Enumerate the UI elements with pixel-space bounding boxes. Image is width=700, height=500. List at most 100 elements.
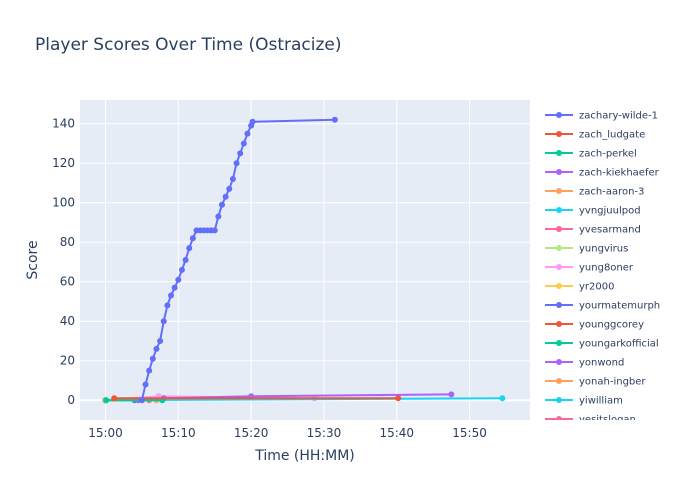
legend-marker: [556, 416, 562, 420]
legend-item[interactable]: yvngjuulpod: [545, 206, 641, 217]
legend-label: zach-aaron-3: [579, 187, 644, 198]
legend-label: youngarkofficial: [579, 339, 659, 350]
legend-label: zach_ludgate: [579, 130, 645, 141]
legend-item[interactable]: zach-kiekhaefer: [545, 168, 660, 179]
legend-marker: [556, 359, 562, 365]
data-point: [164, 302, 171, 309]
data-point: [178, 266, 185, 273]
legend-label: yungvirus: [579, 244, 628, 255]
legend-item[interactable]: yourmatemurph: [545, 301, 660, 312]
legend-marker: [556, 150, 562, 156]
data-point: [244, 130, 251, 137]
y-tick-label: 20: [60, 354, 75, 368]
x-tick-label: 15:20: [234, 426, 269, 440]
legend-label: yiwilliam: [579, 396, 623, 407]
data-point: [395, 395, 402, 402]
tick-layer: 15:00 15:10 15:20 15:30 15:40 15:50 0 20 40 60 80 1…: [52, 117, 487, 440]
legend-marker: [556, 131, 562, 137]
y-tick-label: 40: [60, 314, 75, 328]
series-zach_ludgate: [111, 395, 402, 402]
chart-title: Player Scores Over Time (Ostracize): [35, 35, 342, 55]
legend-label: zach-kiekhaefer: [579, 168, 660, 179]
y-tick-label: 60: [60, 275, 75, 289]
legend-marker: [556, 283, 562, 289]
legend-items: zachary-wilde-1 zach_ludgate zach-perkel za…: [545, 111, 660, 426]
series-zachary-wilde-1: [138, 116, 338, 404]
legend-label: yourmatemurph: [579, 301, 660, 312]
legend-marker: [556, 340, 562, 346]
legend-item[interactable]: zach-aaron-3: [545, 187, 644, 198]
legend-label: yesitslogan: [579, 415, 636, 426]
data-point: [175, 276, 182, 283]
legend-marker: [556, 302, 562, 308]
data-point: [249, 118, 256, 125]
data-point: [211, 227, 218, 234]
y-tick-label: 0: [67, 393, 75, 407]
data-point: [111, 395, 118, 402]
legend-label: yonwond: [579, 358, 624, 369]
legend-item[interactable]: younggcorey: [545, 320, 644, 331]
data-point: [149, 355, 156, 362]
plot-area: [80, 100, 530, 420]
legend-item[interactable]: zach_ludgate: [545, 130, 645, 141]
legend-marker: [556, 321, 562, 327]
legend-item[interactable]: yungvirus: [545, 244, 628, 255]
legend-label: yonah-ingber: [579, 377, 646, 388]
x-axis-title: Time (HH:MM): [254, 448, 355, 464]
legend-label: younggcorey: [579, 320, 644, 331]
data-point: [240, 140, 247, 147]
legend-marker: [556, 169, 562, 175]
legend-item[interactable]: zachary-wilde-1: [545, 111, 658, 122]
legend-list: zachary-wilde-1 zach_ludgate zach-perkel za…: [545, 111, 660, 426]
data-point: [229, 176, 236, 183]
legend-item[interactable]: yonah-ingber: [545, 377, 646, 388]
legend-item[interactable]: yvesarmand: [545, 225, 641, 236]
x-tick-label: 15:40: [379, 426, 414, 440]
y-tick-label: 100: [52, 196, 75, 210]
data-point: [157, 337, 164, 344]
data-point: [168, 292, 175, 299]
data-point: [142, 381, 149, 388]
data-point: [182, 257, 189, 263]
data-point: [160, 318, 167, 325]
legend-item[interactable]: yr2000: [545, 282, 614, 293]
data-point: [186, 245, 193, 252]
x-tick-label: 15:00: [88, 426, 123, 440]
y-tick-label: 140: [52, 117, 75, 131]
legend-marker: [556, 188, 562, 194]
y-axis-title: Score: [25, 240, 41, 279]
legend-label: yvngjuulpod: [579, 206, 641, 217]
legend-label: zachary-wilde-1: [579, 111, 658, 122]
legend-item[interactable]: yiwilliam: [545, 396, 623, 407]
data-point: [103, 397, 110, 404]
legend-item[interactable]: youngarkofficial: [545, 339, 659, 350]
y-tick-label: 80: [60, 235, 75, 249]
legend-item[interactable]: yesitslogan: [545, 415, 636, 426]
x-tick-label: 15:50: [452, 426, 487, 440]
data-point: [233, 160, 240, 167]
data-point: [171, 284, 178, 291]
legend-item[interactable]: zach-perkel: [545, 149, 637, 160]
legend-marker: [556, 378, 562, 384]
data-point: [226, 185, 233, 192]
legend-marker: [556, 264, 562, 270]
legend-label: yr2000: [579, 282, 614, 293]
legend-item[interactable]: yonwond: [545, 358, 624, 369]
x-tick-label: 15:10: [161, 426, 196, 440]
data-point: [237, 150, 244, 157]
y-tick-label: 120: [52, 156, 75, 170]
legend-marker: [556, 112, 562, 118]
data-point: [222, 193, 229, 200]
legend[interactable]: zachary-wilde-1 zach_ludgate zach-perkel za…: [540, 100, 700, 426]
data-point: [215, 213, 222, 220]
legend-marker: [556, 226, 562, 232]
data-point: [146, 367, 153, 374]
data-point: [189, 235, 196, 242]
data-point: [218, 201, 225, 208]
series-layer: [102, 116, 506, 404]
legend-item[interactable]: yung8oner: [545, 263, 634, 274]
data-point: [331, 116, 338, 123]
data-point: [448, 391, 455, 398]
